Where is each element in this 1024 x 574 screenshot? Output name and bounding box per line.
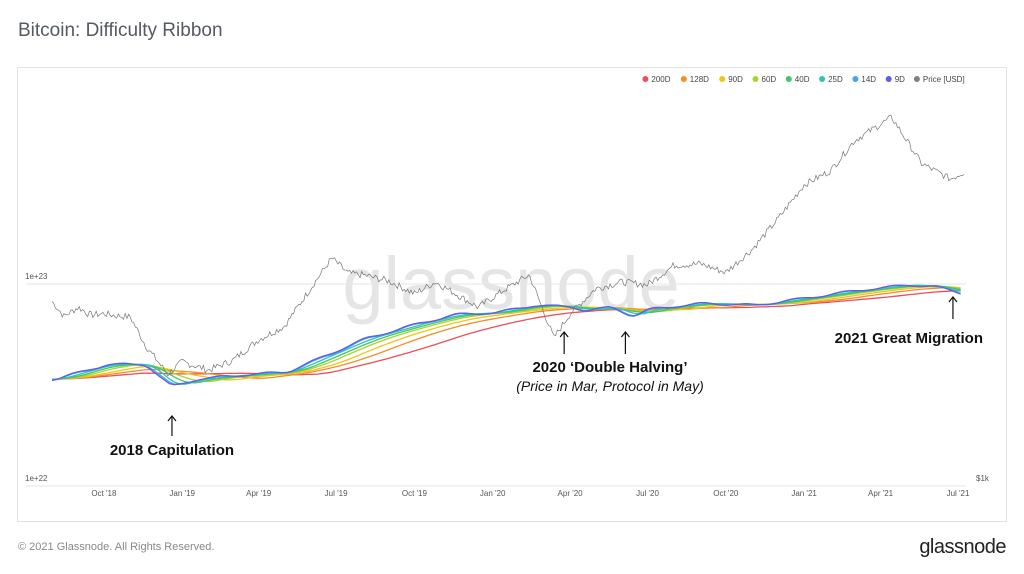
grid-lines [26,283,966,487]
x-tick-label: Apr '21 [868,489,894,498]
difficulty-ribbon-chart: 200D 128D 90D 60D 40D 25D 14D 9D Price [USD] gla… [25,75,990,498]
series-line-9d [51,284,961,386]
legend-item-40d[interactable]: 40D [785,75,810,84]
great-migration-arrow [948,296,958,319]
legend-swatch [819,76,826,82]
y-tick-label: 1e+23 [25,272,48,281]
legend-item-60d[interactable]: 60D [752,75,777,84]
legend-label: 200D [651,75,670,84]
x-tick-label: Jul '21 [947,489,970,498]
legend-swatch [719,76,726,82]
legend-swatch [913,76,920,82]
legend-label: 128D [690,75,709,84]
y-tick-label: 1e+22 [25,474,48,483]
legend-label: 14D [861,75,876,84]
ribbon-series [51,284,961,386]
x-tick-label: Oct '20 [713,489,739,498]
series-line-200d [51,290,961,380]
legend-swatch [852,76,859,82]
x-tick-label: Jan '20 [480,489,506,498]
series-line-90d [51,286,961,381]
legend-item-128d[interactable]: 128D [680,75,709,84]
legend-label: 60D [762,75,777,84]
page-title: Bitcoin: Difficulty Ribbon [18,20,223,41]
x-tick-label: Apr '19 [246,489,272,498]
legend-label: Price [USD] [923,75,965,84]
x-tick-label: Jul '20 [636,489,659,498]
x-tick-label: Jan '21 [791,489,817,498]
legend-label: 90D [728,75,743,84]
double-halving-arrow-price [559,331,569,354]
legend-swatch [752,76,759,82]
capitulation-arrow [167,415,177,436]
price-series [51,114,965,377]
legend-item-9d[interactable]: 9D [885,75,905,84]
annotation-label-2018-capitulation: 2018 Capitulation [110,442,234,459]
legend-item-200d[interactable]: 200D [642,75,671,84]
legend-swatch [885,76,892,82]
brand-logo: glassnode [919,536,1006,558]
legend-label: 25D [828,75,843,84]
annotations: 2018 Capitulation 2020 ‘Double Halving’ (P… [110,296,983,459]
legend-label: 9D [895,75,905,84]
chart-card: 200D 128D 90D 60D 40D 25D 14D 9D Price [USD] gla… [17,67,1007,522]
y-right-tick-label: $1k [976,474,990,483]
legend-item-price-usd[interactable]: Price [USD] [913,75,965,84]
legend-label: 40D [795,75,810,84]
x-tick-label: Oct '19 [402,489,428,498]
x-tick-label: Oct '18 [91,489,117,498]
legend-swatch [680,76,687,82]
series-line-price-usd [51,114,965,377]
legend-swatch [785,76,792,82]
legend: 200D 128D 90D 60D 40D 25D 14D 9D Price [USD] [642,75,965,84]
axis-labels: 1e+23 1e+22 $1k Oct '18 Jan '19 Apr '19 Jul '1… [25,272,990,498]
legend-item-90d[interactable]: 90D [719,75,743,84]
legend-item-14d[interactable]: 14D [852,75,876,84]
double-halving-arrow-protocol [620,331,630,354]
copyright-notice: © 2021 Glassnode. All Rights Reserved. [18,541,215,553]
annotation-sublabel-double-halving: (Price in Mar, Protocol in May) [516,378,704,394]
x-tick-label: Jul '19 [325,489,348,498]
x-tick-label: Apr '20 [558,489,584,498]
legend-swatch [642,76,649,82]
annotation-label-2020-double-halving: 2020 ‘Double Halving’ [532,359,687,376]
annotation-label-2021-great-migration: 2021 Great Migration [835,330,983,347]
x-tick-label: Jan '19 [169,489,195,498]
legend-item-25d[interactable]: 25D [819,75,843,84]
